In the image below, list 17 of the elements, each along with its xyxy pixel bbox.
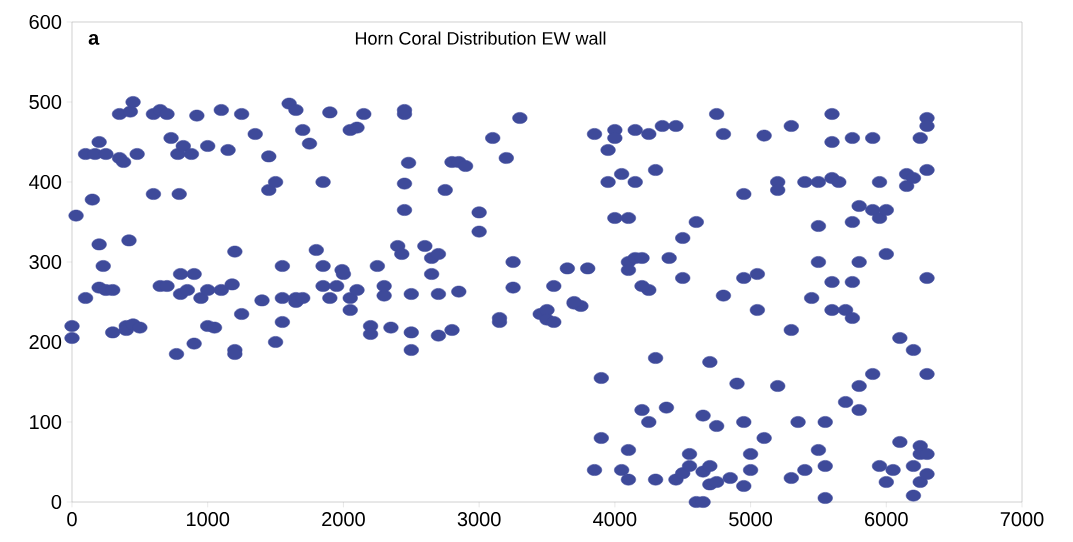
y-tick-label: 300: [29, 254, 62, 270]
x-tick-label: 5000: [729, 512, 773, 527]
x-tick-label: 3000: [457, 512, 501, 527]
x-tick-label: 6000: [865, 512, 908, 527]
chart-title: Horn Coral Distribution EW wall: [355, 31, 606, 45]
y-tick-label: 500: [29, 94, 62, 110]
y-tick-label: 600: [29, 14, 62, 30]
y-tick-label: 100: [30, 414, 62, 430]
y-tick-label: 0: [51, 494, 62, 510]
x-tick-label: 1000: [187, 512, 230, 527]
annotation: a: [88, 33, 100, 45]
x-tick-label: 2000: [322, 512, 365, 527]
y-tick-label: 200: [29, 334, 62, 350]
x-tick-label: 0: [67, 512, 77, 527]
x-tick-label: 4000: [593, 512, 637, 527]
x-tick-label: 7000: [1000, 512, 1044, 527]
y-tick-label: 400: [29, 174, 62, 190]
